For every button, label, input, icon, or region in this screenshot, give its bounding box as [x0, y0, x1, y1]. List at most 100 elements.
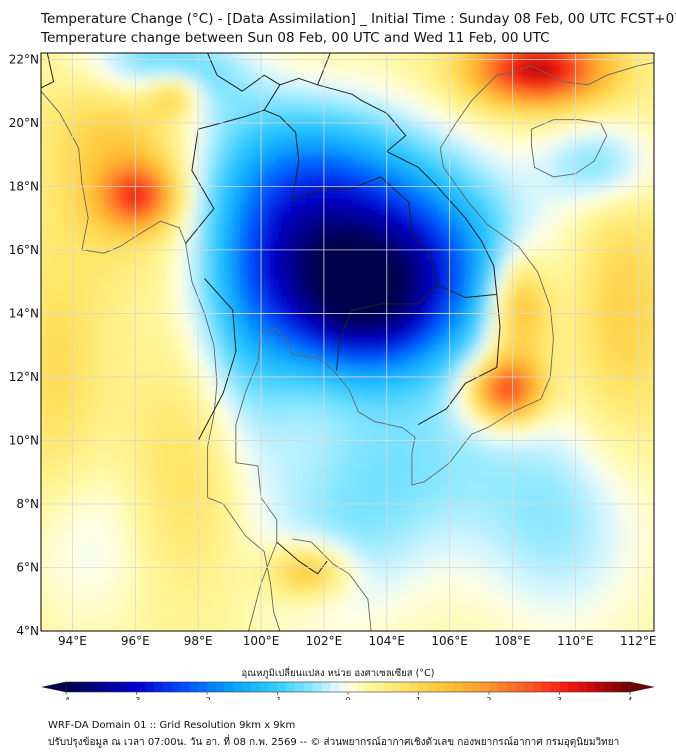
colorbar-segment [92, 682, 102, 692]
field-cell [559, 535, 570, 546]
field-cell [333, 402, 344, 413]
field-cell [41, 145, 42, 156]
field-cell [371, 87, 382, 99]
field-cell [286, 68, 297, 80]
field-cell [78, 154, 89, 165]
field-cell [229, 240, 240, 251]
field-cell [389, 535, 401, 546]
field-cell [352, 507, 363, 518]
field-cell [361, 335, 372, 346]
field-cell [418, 364, 429, 375]
field-cell [559, 402, 570, 413]
field-cell [427, 516, 438, 527]
field-cell [144, 507, 155, 518]
field-cell [588, 488, 599, 499]
field-cell [295, 497, 306, 508]
field-cell [333, 145, 344, 156]
field-cell [229, 507, 240, 518]
field-cell [220, 126, 231, 137]
field-cell [484, 354, 495, 365]
field-cell [446, 240, 457, 251]
field-cell [616, 507, 627, 518]
field-cell [569, 526, 580, 537]
field-cell [314, 202, 325, 213]
field-cell [125, 307, 137, 318]
field-cell [314, 316, 325, 327]
field-cells [41, 40, 654, 631]
field-cell [644, 621, 654, 631]
field-cell [399, 545, 410, 556]
field-cell [352, 135, 363, 146]
field-cell [559, 164, 570, 175]
field-cell [257, 488, 269, 499]
field-cell [474, 335, 485, 346]
field-cell [249, 40, 259, 50]
field-cell [295, 240, 306, 251]
field-cell [371, 107, 382, 118]
field-cell [352, 316, 363, 327]
field-cell [267, 269, 278, 280]
field-cell [465, 221, 476, 232]
field-cell [88, 183, 99, 194]
lon-tick-label: 110°E [557, 634, 594, 648]
field-cell [380, 259, 391, 270]
field-cell [267, 288, 278, 299]
colorbar-tick-label: -4 [62, 696, 70, 700]
field-cell [229, 383, 240, 394]
field-cell [531, 469, 542, 480]
field-cell [69, 173, 80, 184]
field-cell [635, 164, 646, 175]
field-cell [276, 497, 287, 508]
field-cell [399, 383, 410, 394]
field-cell [380, 97, 391, 108]
field-cell [380, 602, 391, 613]
field-cell [512, 411, 523, 423]
field-cell [380, 497, 391, 508]
field-cell [342, 173, 353, 184]
field-cell [333, 53, 344, 61]
field-cell [276, 345, 287, 356]
field-cell [588, 278, 599, 289]
field-cell [144, 316, 155, 327]
field-cell [210, 316, 221, 327]
field-cell [78, 173, 89, 184]
field-cell [50, 373, 61, 385]
field-cell [484, 68, 495, 80]
field-cell [59, 469, 71, 480]
field-cell [145, 40, 155, 50]
field-cell [144, 459, 155, 470]
field-cell [88, 430, 99, 442]
field-cell [107, 278, 118, 289]
field-cell [474, 87, 485, 99]
field-cell [418, 602, 429, 613]
field-cell [512, 564, 523, 575]
field-cell [116, 307, 127, 318]
field-cell [239, 430, 250, 442]
field-cell [389, 545, 401, 556]
field-cell [456, 202, 467, 213]
field-cell [446, 269, 457, 280]
field-cell [588, 383, 599, 394]
field-cell [50, 345, 61, 356]
field-cell [59, 564, 71, 575]
field-cell [531, 211, 542, 223]
field-cell [154, 469, 165, 480]
field-cell [606, 526, 617, 537]
field-cell [323, 450, 335, 461]
field-cell [107, 516, 118, 527]
field-cell [550, 126, 561, 137]
field-cell [588, 459, 599, 470]
field-cell [550, 68, 561, 80]
field-cell [446, 421, 457, 432]
field-cell [201, 611, 212, 623]
field-cell [531, 573, 542, 585]
field-cell [144, 411, 155, 423]
field-cell [569, 592, 580, 604]
field-cell [267, 326, 278, 337]
field-cell [531, 430, 542, 442]
field-cell [399, 592, 410, 604]
field-cell [606, 249, 617, 261]
field-cell [635, 240, 646, 251]
field-cell [597, 354, 608, 365]
field-cell [474, 202, 485, 213]
